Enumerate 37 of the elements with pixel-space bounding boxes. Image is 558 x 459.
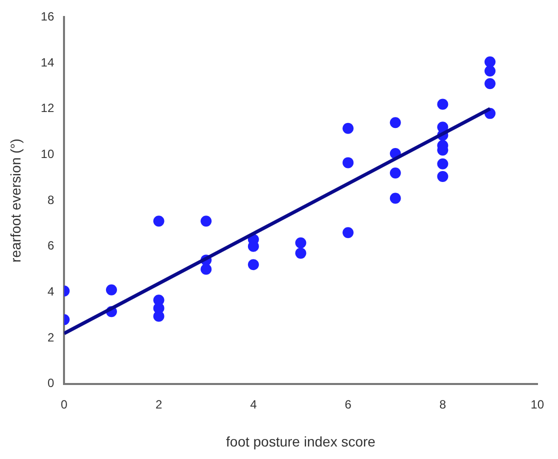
point (390, 168, 401, 179)
point (342, 122, 354, 134)
x-tick-label: 6 (344, 397, 352, 412)
y-tick-label: 14 (40, 55, 54, 70)
x-tick-label: 4 (250, 397, 258, 412)
y-tick-label: 10 (40, 146, 54, 161)
point (437, 170, 448, 182)
point (484, 78, 496, 90)
x-axis-title: foot posture index score (226, 433, 376, 450)
point (295, 237, 306, 248)
x-tick-label: 0 (60, 397, 68, 412)
y-tick-label: 2 (47, 330, 54, 344)
x-tick-label: 10 (530, 397, 544, 412)
point (200, 216, 212, 227)
y-tick-label: 0 (47, 376, 54, 390)
point (484, 66, 496, 77)
point (295, 248, 306, 259)
point (342, 227, 354, 238)
y-tick-label: 6 (47, 238, 54, 253)
y-axis-title: rearfoot eversion (°) (7, 138, 24, 262)
point (342, 157, 354, 168)
y-tick-label: 4 (47, 284, 54, 298)
y-tick-label: 16 (40, 10, 54, 24)
point (153, 216, 164, 227)
point (437, 98, 448, 110)
y-tick-label: 12 (40, 101, 54, 116)
x-tick-label: 2 (155, 397, 162, 412)
point (390, 117, 401, 128)
point (390, 192, 401, 204)
point (106, 284, 117, 296)
point (437, 158, 448, 170)
x-tick-label: 8 (439, 397, 446, 412)
y-tick-label: 8 (47, 192, 54, 207)
point (248, 259, 259, 270)
point (484, 56, 496, 68)
point (153, 310, 164, 322)
point (200, 264, 212, 275)
